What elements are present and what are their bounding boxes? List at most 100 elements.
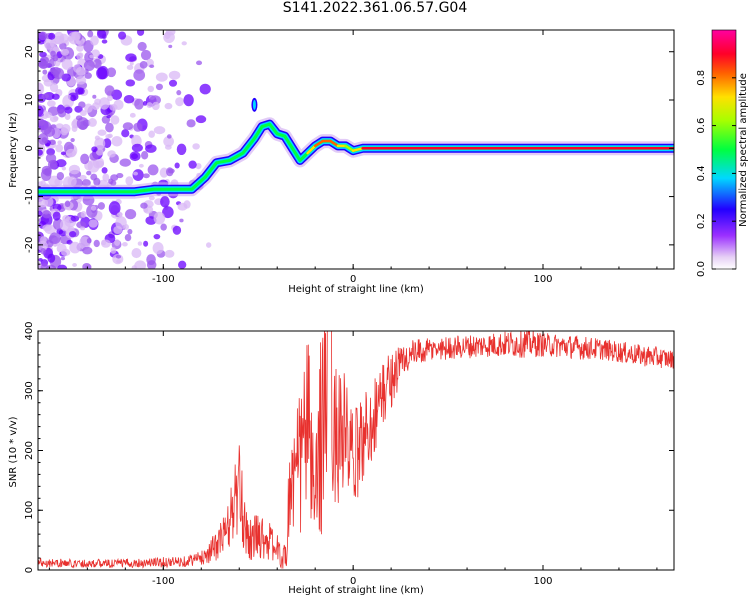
- spectrogram-frame: [37, 29, 675, 270]
- noise-blob: [40, 263, 49, 269]
- noise-blob: [80, 210, 87, 218]
- y-tick-label: -10: [24, 188, 35, 204]
- noise-blob: [119, 158, 131, 167]
- x-tick-label: 100: [533, 274, 552, 285]
- noise-blob: [143, 240, 149, 247]
- noise-blob: [108, 178, 114, 185]
- noise-blob: [178, 260, 187, 269]
- noise-blob: [105, 122, 114, 133]
- noise-blob: [60, 48, 70, 56]
- noise-blob: [90, 205, 97, 211]
- noise-blob: [106, 67, 117, 78]
- noise-blob: [49, 39, 57, 48]
- noise-blob: [93, 177, 101, 186]
- spectrogram-ridge: [38, 97, 674, 199]
- noise-blob: [76, 44, 84, 52]
- colorbar-label: Normalized spectral amplitude: [738, 73, 749, 227]
- y-tick-label: 0: [24, 567, 35, 573]
- y-tick-label: 20: [24, 45, 35, 58]
- spectrogram-ylabel: Frequency (Hz): [8, 112, 19, 188]
- noise-blob: [83, 60, 95, 72]
- snr-series-line: [38, 331, 674, 569]
- noise-blob: [87, 30, 94, 38]
- noise-blob: [168, 44, 173, 49]
- noise-blob: [123, 94, 135, 104]
- noise-blob: [86, 170, 92, 176]
- noise-blob: [59, 42, 67, 50]
- noise-blob: [38, 261, 42, 269]
- ridge-core-segment: [313, 139, 325, 148]
- noise-blob: [127, 228, 133, 235]
- noise-blob: [160, 196, 170, 208]
- noise-blob: [64, 200, 71, 208]
- noise-blob: [147, 164, 159, 176]
- ridge-spur-core: [252, 99, 256, 110]
- ridge-core-segment: [351, 147, 364, 152]
- noise-blob: [108, 201, 121, 216]
- snr-xlabel: Height of straight line (km): [288, 585, 424, 596]
- noise-blob: [116, 212, 123, 217]
- y-tick-label: 10: [24, 94, 35, 107]
- noise-blob: [149, 95, 161, 105]
- noise-blob: [137, 241, 143, 246]
- noise-blob: [59, 33, 69, 44]
- y-tick-label: -20: [24, 237, 35, 253]
- noise-blob: [142, 101, 148, 106]
- noise-blob: [55, 144, 64, 153]
- noise-blob: [91, 146, 98, 153]
- noise-blob: [111, 136, 123, 147]
- noise-blob: [140, 202, 148, 209]
- noise-blob: [84, 72, 92, 79]
- figure-title: S141.2022.361.06.57.G04: [282, 0, 468, 16]
- noise-blob: [152, 241, 164, 255]
- noise-blob: [93, 58, 102, 69]
- noise-blob: [121, 129, 130, 138]
- noise-blob: [155, 83, 163, 91]
- colorbar-gradient: [712, 30, 736, 269]
- x-tick-label: 0: [350, 274, 356, 285]
- noise-blob: [97, 202, 105, 210]
- noise-blob: [60, 256, 66, 261]
- noise-blob: [71, 31, 81, 41]
- noise-blob: [90, 35, 99, 46]
- noise-blob: [38, 149, 43, 156]
- x-tick-label: 0: [350, 576, 356, 587]
- noise-blob: [165, 30, 176, 36]
- x-tick-label: 100: [533, 576, 552, 587]
- noise-blob: [101, 167, 108, 174]
- y-tick-label: 300: [24, 381, 35, 400]
- noise-blob: [53, 116, 59, 121]
- noise-blob: [106, 115, 111, 119]
- colorbar-tick-label: 0.0: [696, 261, 707, 277]
- noise-blob: [39, 51, 47, 58]
- noise-blob: [84, 103, 93, 113]
- noise-blob: [188, 160, 197, 169]
- noise-blob: [84, 51, 94, 63]
- noise-blob: [124, 233, 132, 242]
- colorbar-tick-label: 0.6: [696, 118, 707, 134]
- noise-blob: [97, 129, 107, 136]
- noise-blob: [70, 137, 75, 143]
- noise-blob: [41, 93, 50, 99]
- noise-blob: [129, 151, 141, 162]
- noise-blob: [148, 130, 155, 138]
- noise-blob: [206, 242, 212, 248]
- y-tick-label: 100: [24, 501, 35, 520]
- noise-blob: [166, 134, 172, 139]
- noise-blob: [122, 122, 134, 131]
- ridge-core-segment: [344, 144, 355, 152]
- noise-blob: [38, 240, 48, 252]
- noise-blob: [79, 174, 87, 181]
- noise-blob: [52, 54, 59, 62]
- noise-blob: [129, 112, 136, 118]
- noise-blob: [164, 144, 172, 150]
- noise-blob: [195, 115, 207, 124]
- noise-blob: [168, 70, 181, 80]
- snr-ylabel: SNR (10 * v/v): [8, 416, 19, 487]
- ridge-core-segment: [306, 144, 317, 155]
- noise-blob: [40, 236, 47, 244]
- noise-blob: [45, 142, 50, 147]
